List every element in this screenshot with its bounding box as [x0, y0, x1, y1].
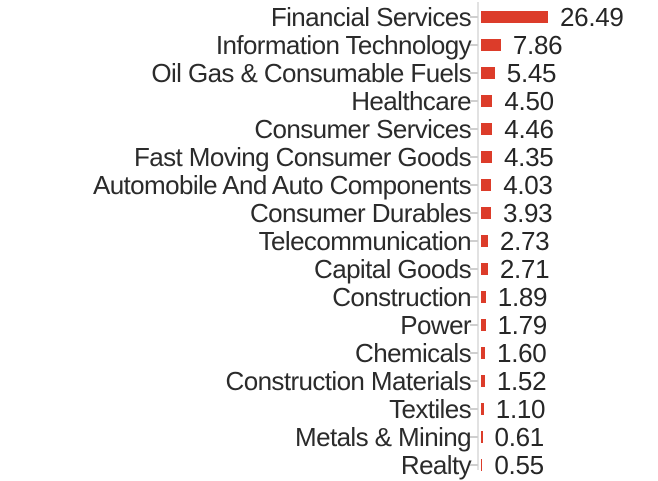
bar [481, 459, 483, 471]
axis-tick [470, 296, 478, 298]
bar-row: Realty 0.55 [0, 451, 658, 479]
bar [481, 235, 488, 247]
bar-row: Consumer Services 4.46 [0, 115, 658, 143]
category-label: Healthcare [351, 86, 471, 116]
axis-tick [470, 16, 478, 18]
y-axis-line [477, 2, 479, 470]
category-label: Consumer Services [254, 114, 471, 144]
bar-row: Chemicals 1.60 [0, 339, 658, 367]
bar-row: Consumer Durables 3.93 [0, 199, 658, 227]
value-label: 0.61 [494, 422, 545, 452]
bar [481, 39, 501, 51]
axis-tick [470, 240, 478, 242]
bar-row: Telecommunication 2.73 [0, 227, 658, 255]
bar [481, 207, 491, 219]
bar-row: Oil Gas & Consumable Fuels 5.45 [0, 59, 658, 87]
axis-tick [470, 436, 478, 438]
axis-tick [470, 212, 478, 214]
bar-row: Capital Goods 2.71 [0, 255, 658, 283]
category-label: Construction [332, 282, 471, 312]
axis-tick [470, 100, 478, 102]
bar [481, 403, 484, 415]
value-label: 3.93 [502, 198, 553, 228]
category-label: Construction Materials [225, 366, 472, 396]
bar [481, 319, 486, 331]
category-label: Telecommunication [258, 226, 472, 256]
bar [481, 375, 485, 387]
bar-row: Construction Materials 1.52 [0, 367, 658, 395]
category-label: Oil Gas & Consumable Fuels [151, 58, 471, 88]
bar-row: Healthcare 4.50 [0, 87, 658, 115]
category-label: Metals & Mining [295, 422, 472, 452]
value-label: 4.35 [504, 142, 554, 172]
axis-tick [470, 128, 478, 130]
axis-tick [470, 380, 478, 382]
axis-tick [470, 44, 478, 46]
bar [481, 291, 486, 303]
value-label: 7.86 [512, 30, 563, 60]
bar [481, 263, 488, 275]
bar-row: Automobile And Auto Components 4.03 [0, 171, 658, 199]
bar [481, 431, 483, 443]
value-label: 1.52 [496, 366, 547, 396]
value-label: 1.89 [497, 282, 548, 312]
bar-row: Financial Services 26.49 [0, 3, 658, 31]
axis-tick [470, 184, 478, 186]
bar-row: Fast Moving Consumer Goods 4.35 [0, 143, 658, 171]
bar [481, 123, 493, 135]
bar [481, 151, 492, 163]
value-label: 26.49 [560, 2, 624, 32]
value-label: 4.46 [504, 114, 554, 144]
bar-row: Information Technology 7.86 [0, 31, 658, 59]
category-label: Consumer Durables [249, 198, 472, 228]
value-label: 2.71 [499, 254, 550, 284]
bar-rows: Financial Services 26.49 Information Techn… [0, 3, 658, 479]
bar-row: Construction 1.89 [0, 283, 658, 311]
category-label: Fast Moving Consumer Goods [134, 142, 472, 172]
category-label: Power [400, 310, 471, 340]
bar-row: Power 1.79 [0, 311, 658, 339]
axis-tick [470, 156, 478, 158]
bar [481, 179, 492, 191]
value-label: 1.79 [497, 310, 548, 340]
value-label: 4.03 [503, 170, 553, 200]
axis-tick [470, 324, 478, 326]
category-label: Realty [400, 450, 472, 480]
bar-row: Textiles 1.10 [0, 395, 658, 423]
value-label: 2.73 [499, 226, 550, 256]
value-label: 5.45 [506, 58, 557, 88]
category-label: Financial Services [270, 2, 472, 32]
bar [481, 11, 549, 23]
value-label: 1.10 [495, 394, 546, 424]
bar-row: Metals & Mining 0.61 [0, 423, 658, 451]
category-label: Capital Goods [314, 254, 472, 284]
bar [481, 95, 493, 107]
axis-tick [470, 268, 478, 270]
value-label: 1.60 [497, 338, 547, 368]
category-label: Automobile And Auto Components [92, 170, 472, 200]
axis-tick [470, 408, 478, 410]
axis-tick [470, 72, 478, 74]
category-label: Information Technology [215, 30, 472, 60]
bar [481, 347, 486, 359]
value-label: 0.55 [494, 450, 544, 480]
bar [481, 67, 495, 79]
value-label: 4.50 [504, 86, 554, 116]
category-label: Textiles [389, 394, 472, 424]
axis-tick [470, 352, 478, 354]
category-label: Chemicals [355, 338, 472, 368]
axis-tick [470, 464, 478, 466]
